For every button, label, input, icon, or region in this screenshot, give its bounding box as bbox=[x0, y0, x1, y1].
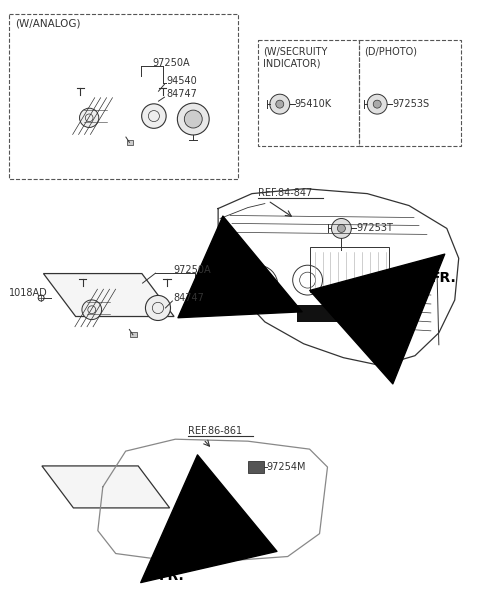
Circle shape bbox=[145, 295, 170, 320]
Text: 97250A: 97250A bbox=[153, 58, 190, 68]
Text: (W/ANALOG): (W/ANALOG) bbox=[15, 19, 81, 28]
Circle shape bbox=[337, 224, 346, 232]
Circle shape bbox=[276, 100, 284, 108]
Text: REF.86-861: REF.86-861 bbox=[188, 426, 242, 436]
Text: 94540: 94540 bbox=[167, 77, 197, 86]
Text: REF.84-847: REF.84-847 bbox=[258, 188, 312, 198]
Circle shape bbox=[270, 94, 290, 114]
Polygon shape bbox=[297, 305, 360, 322]
Circle shape bbox=[373, 100, 381, 108]
Text: 97254M: 97254M bbox=[267, 462, 306, 472]
Text: 97253S: 97253S bbox=[392, 99, 429, 109]
Text: FR.: FR. bbox=[431, 271, 456, 285]
Text: 84747: 84747 bbox=[167, 89, 197, 99]
Circle shape bbox=[184, 110, 202, 128]
Text: 84747: 84747 bbox=[173, 293, 204, 303]
Polygon shape bbox=[44, 274, 174, 317]
Text: INDICATOR): INDICATOR) bbox=[263, 58, 320, 68]
Polygon shape bbox=[130, 332, 136, 338]
Text: 97250A: 97250A bbox=[173, 265, 211, 275]
Text: FR.: FR. bbox=[158, 569, 184, 583]
Circle shape bbox=[178, 103, 209, 135]
Text: 1018AD: 1018AD bbox=[9, 288, 48, 298]
Polygon shape bbox=[248, 461, 264, 473]
Polygon shape bbox=[127, 140, 133, 145]
Text: (D/PHOTO): (D/PHOTO) bbox=[364, 46, 417, 57]
Circle shape bbox=[80, 108, 99, 127]
Text: 97253T: 97253T bbox=[356, 224, 393, 233]
Circle shape bbox=[142, 104, 166, 128]
Text: (W/SECRUITY: (W/SECRUITY bbox=[263, 46, 327, 57]
Polygon shape bbox=[42, 466, 169, 508]
Circle shape bbox=[82, 300, 102, 320]
Circle shape bbox=[367, 94, 387, 114]
Text: 95410K: 95410K bbox=[295, 99, 332, 109]
Circle shape bbox=[332, 218, 351, 238]
